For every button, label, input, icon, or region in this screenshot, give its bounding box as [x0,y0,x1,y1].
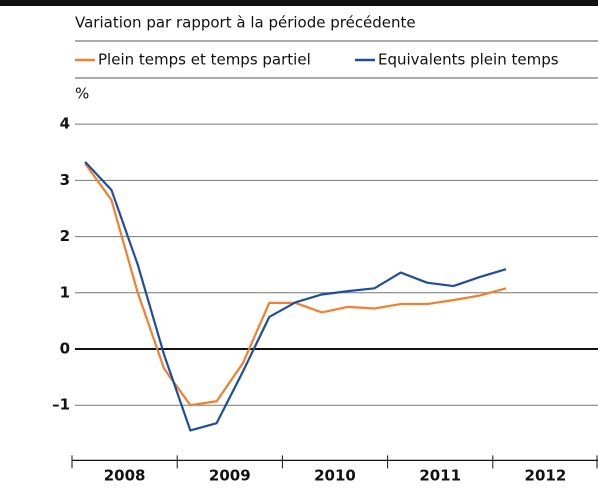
x-period-label: 2010 [314,467,356,485]
y-tick-label: –1 [52,396,70,414]
y-unit: % [75,85,89,103]
y-tick-label: 3 [60,171,70,189]
x-period-label: 2012 [525,467,567,485]
x-period-label: 2011 [419,467,461,485]
y-tick-label: 2 [60,227,70,245]
legend-label: Equivalents plein temps [378,51,559,69]
y-tick-label: 0 [60,339,70,357]
chart-subtitle: Variation par rapport à la période précé… [75,14,416,32]
x-period-label: 2008 [104,467,146,485]
header-bar [0,0,598,6]
y-tick-label: 4 [60,115,70,133]
series-line [84,161,507,432]
x-period-label: 2009 [209,467,251,485]
legend-label: Plein temps et temps partiel [98,51,311,69]
y-tick-label: 1 [60,283,70,301]
